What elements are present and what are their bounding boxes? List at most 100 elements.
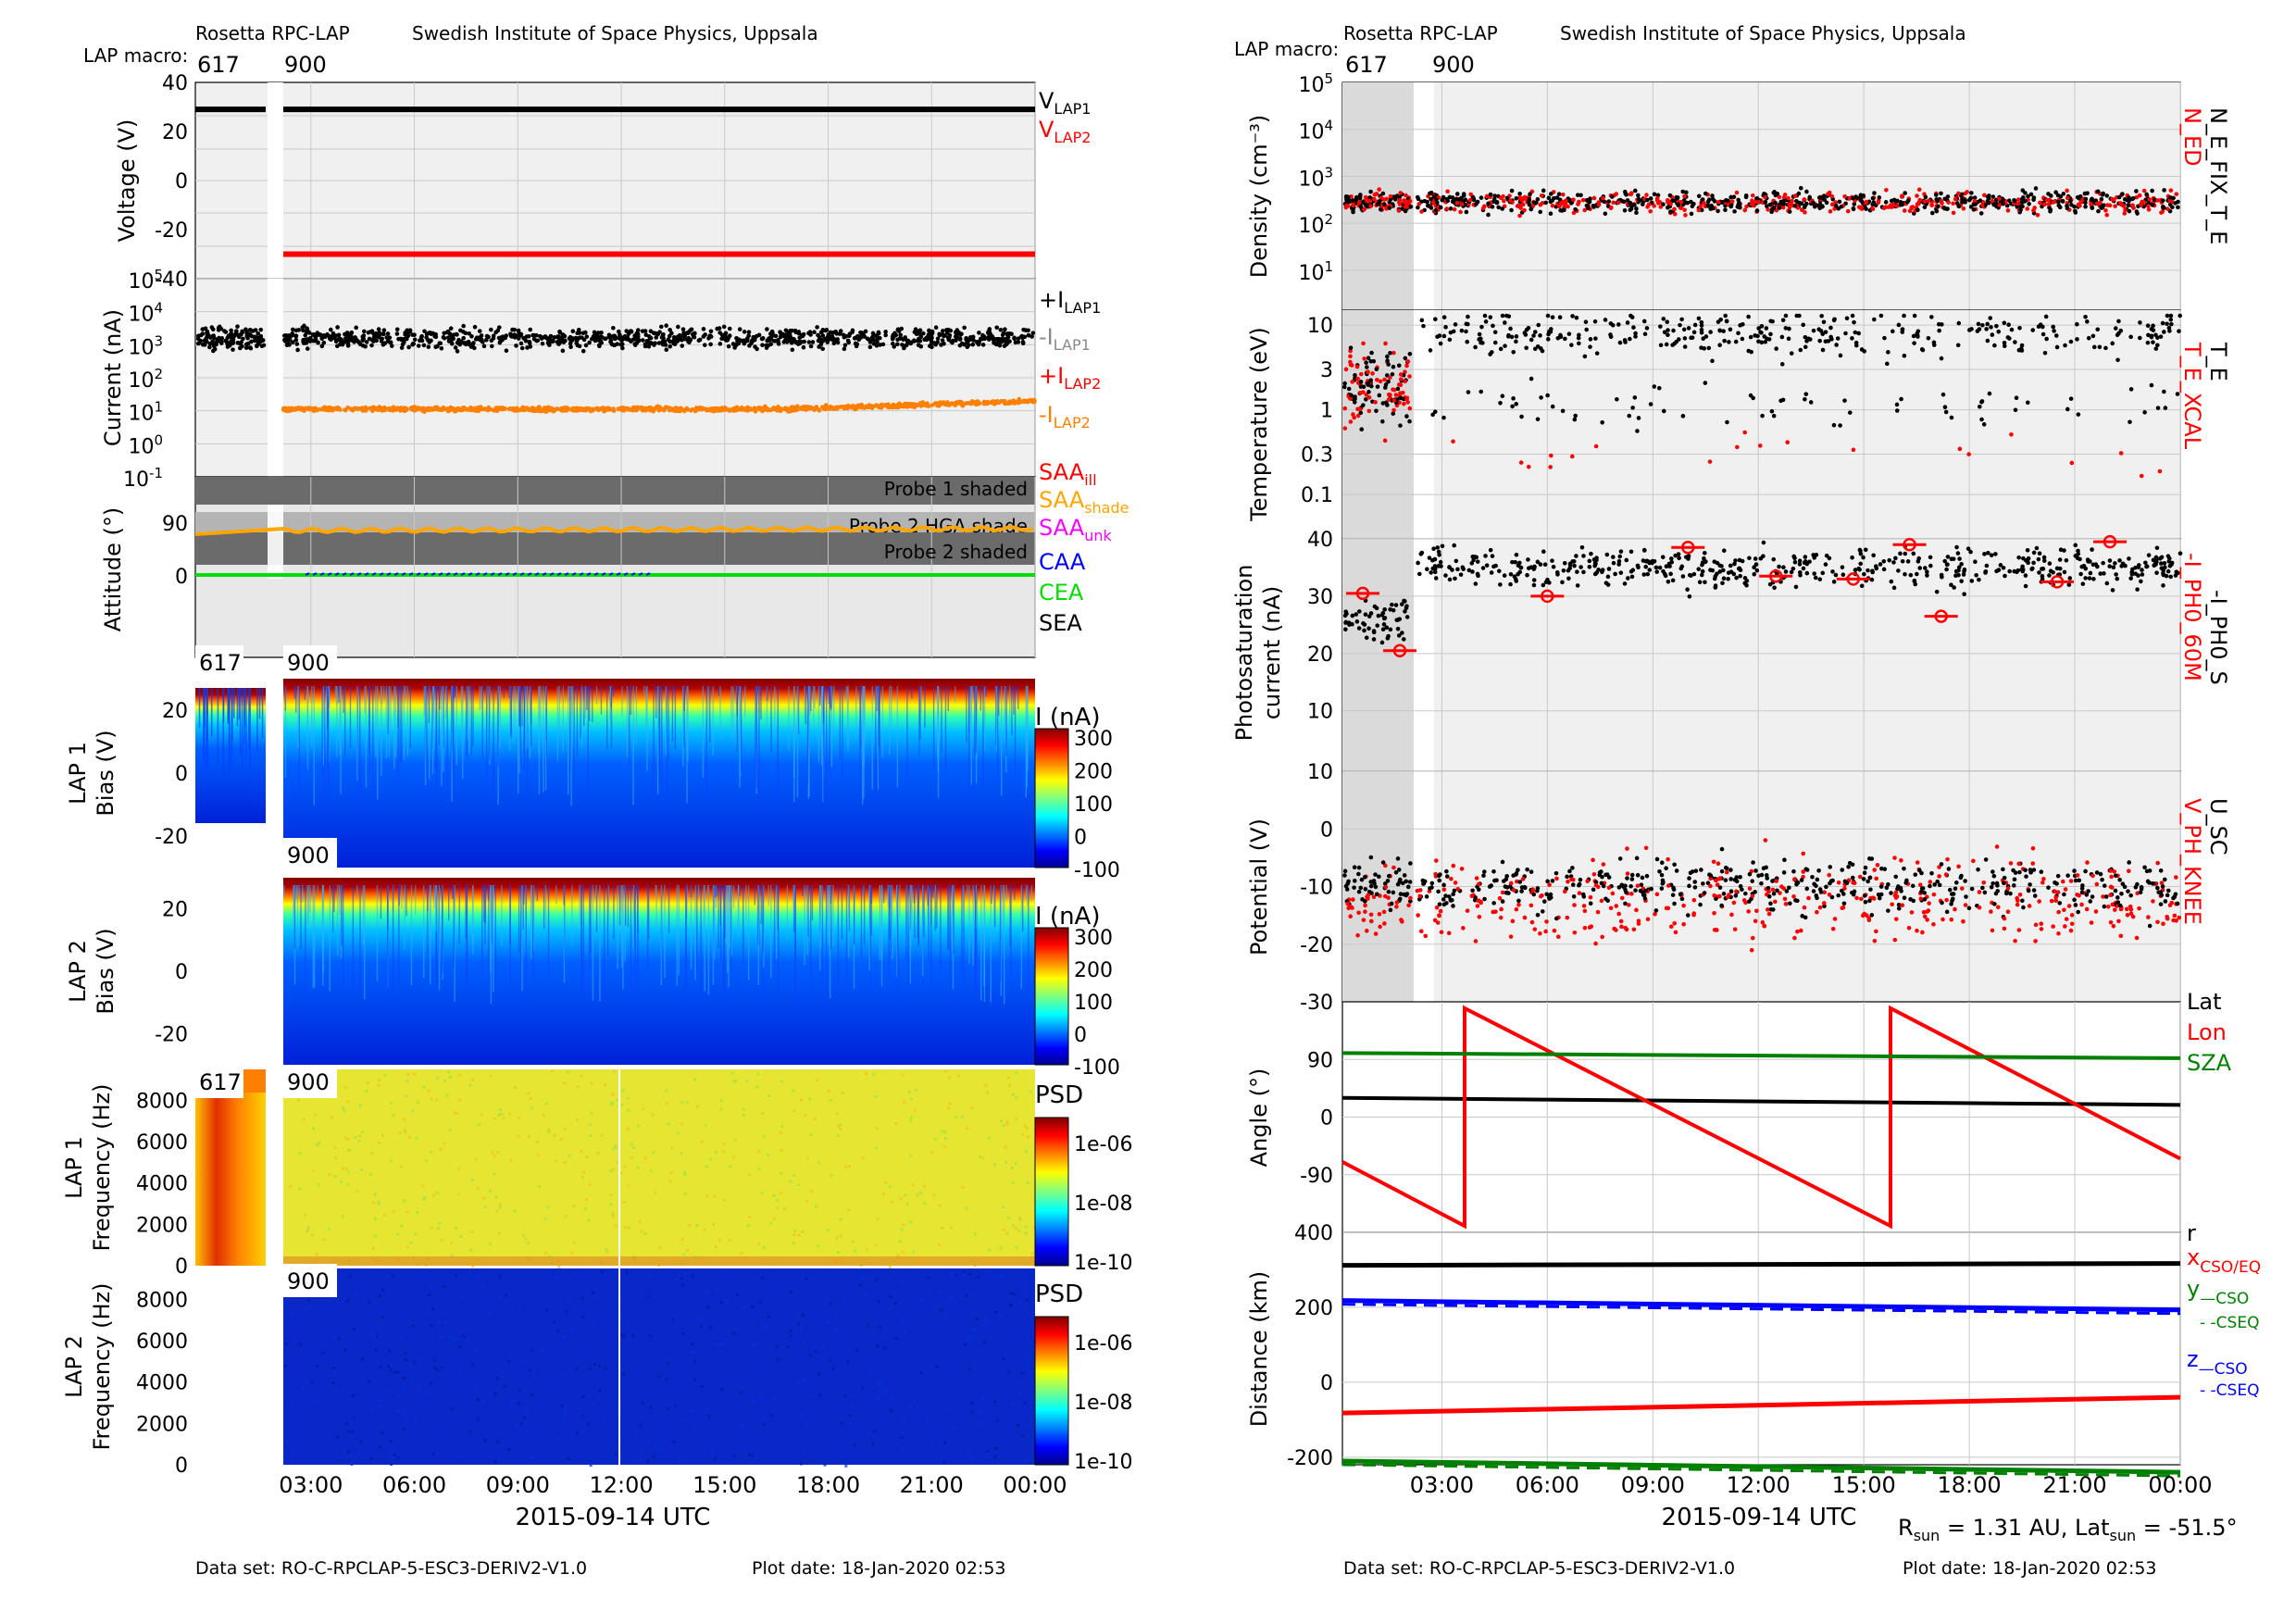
speck (1010, 1166, 1014, 1169)
point--I_LAP2 (611, 408, 617, 414)
speck (440, 1430, 443, 1434)
point-+I_LAP1 (303, 332, 308, 338)
density-point (1678, 199, 1684, 205)
point-+I_LAP1 (448, 337, 454, 343)
point-+I_LAP1 (630, 337, 636, 342)
lap1-spec-617: 617 (199, 1069, 242, 1095)
density-point (1922, 199, 1928, 204)
speck (663, 1357, 667, 1361)
speck (885, 1443, 889, 1447)
speck (336, 1435, 340, 1439)
point--I_LAP2 (427, 407, 431, 413)
speck (665, 1378, 668, 1381)
speck (584, 1206, 588, 1210)
point--I_LAP2 (287, 407, 293, 412)
speck (960, 1115, 964, 1118)
density-point (1906, 198, 1911, 203)
speck (693, 1426, 697, 1430)
point-+I_LAP1 (398, 336, 404, 342)
speck (961, 1185, 965, 1189)
density-point (2160, 198, 2165, 203)
point--I_LAP2 (833, 405, 838, 410)
density-point (1634, 210, 1639, 215)
speck (457, 1167, 461, 1170)
point-+I_LAP1 (945, 335, 951, 340)
speck (948, 1102, 952, 1106)
point-+I_LAP1 (726, 344, 731, 349)
left-xtick: 21:00 (900, 1472, 964, 1498)
density-point (1357, 196, 1363, 201)
speck (792, 1109, 796, 1113)
speck (1011, 1181, 1015, 1185)
point-+I_LAP1 (937, 331, 942, 337)
speck (587, 1422, 591, 1426)
density-point (1870, 206, 1876, 212)
density-point (1622, 208, 1628, 213)
speck (567, 1299, 570, 1303)
speck (788, 1330, 792, 1333)
point-+I_LAP1 (935, 336, 941, 342)
point-+I_LAP1 (645, 339, 651, 344)
speck (817, 1372, 821, 1376)
point-+I_LAP1 (958, 332, 963, 337)
speck (797, 1322, 801, 1326)
point-+I_LAP1 (737, 327, 742, 331)
speck (591, 1402, 594, 1405)
point--I_LAP2 (364, 408, 368, 413)
speck (345, 1422, 349, 1426)
point--I_LAP2 (485, 406, 491, 412)
density-point (1471, 197, 1477, 203)
speck (450, 1241, 454, 1244)
speck (961, 1410, 965, 1414)
point-+I_LAP1 (236, 334, 242, 340)
speck (782, 1207, 786, 1211)
speck (568, 1154, 571, 1157)
speck (986, 1450, 990, 1454)
point-+I_LAP1 (603, 336, 608, 342)
density-point (1682, 207, 1687, 213)
speck (541, 1349, 544, 1353)
speck (397, 1409, 401, 1413)
speck (389, 1458, 393, 1462)
speck (889, 1295, 892, 1299)
speck (443, 1079, 447, 1082)
lap2-spec-colorbar (1034, 1316, 1069, 1466)
speck (829, 1098, 832, 1102)
density-point (1616, 200, 1621, 206)
left-xtick: 09:00 (486, 1472, 550, 1498)
speck (808, 1394, 812, 1398)
speck (589, 1464, 593, 1468)
speck (657, 1375, 661, 1379)
point-+I_LAP1 (755, 346, 759, 352)
speck (902, 1223, 905, 1227)
speck (999, 1315, 1003, 1318)
speck (700, 1384, 704, 1388)
speck (705, 1165, 708, 1168)
speck (377, 1084, 381, 1088)
speck (400, 1336, 404, 1340)
speck (861, 1386, 865, 1390)
speck (836, 1124, 840, 1128)
speck (1014, 1227, 1017, 1230)
speck (757, 1167, 761, 1170)
point-+I_LAP1 (258, 335, 263, 340)
point-+I_LAP1 (927, 328, 931, 333)
speck (833, 1445, 837, 1449)
point-+I_LAP1 (962, 325, 967, 331)
speck (980, 1422, 983, 1426)
density-point (1811, 200, 1816, 206)
speck (373, 1217, 377, 1220)
point-+I_LAP1 (661, 336, 666, 341)
speck (443, 1285, 446, 1289)
speck (317, 1182, 320, 1186)
lap1-spec-900: 900 (287, 1069, 330, 1095)
speck (949, 1296, 953, 1300)
speck (660, 1324, 664, 1328)
speck (581, 1315, 585, 1318)
point-+I_LAP1 (195, 341, 201, 346)
speck (480, 1286, 484, 1290)
speck (564, 1214, 568, 1218)
speck (601, 1270, 605, 1274)
density-point (2144, 192, 2150, 197)
point-+I_LAP1 (249, 333, 255, 339)
